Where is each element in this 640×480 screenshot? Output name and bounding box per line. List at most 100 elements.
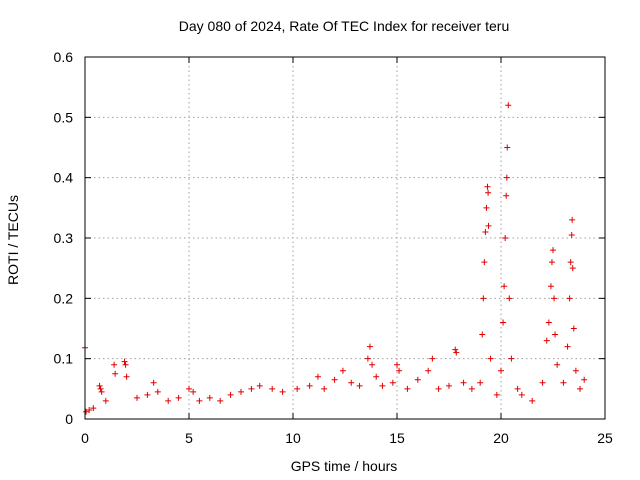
data-point (134, 394, 140, 401)
data-point (460, 379, 467, 386)
data-point (551, 295, 558, 302)
data-point (503, 174, 510, 181)
data-point (394, 361, 400, 368)
data-point (369, 361, 376, 368)
data-point (256, 382, 263, 389)
data-point (554, 361, 561, 368)
data-point (238, 388, 244, 395)
data-point (150, 379, 157, 386)
x-tick-label: 5 (185, 430, 193, 446)
data-point (483, 204, 490, 211)
data-point (86, 406, 93, 413)
data-point (144, 391, 151, 398)
y-tick-label: 0.5 (54, 109, 74, 125)
grid-lines (85, 57, 605, 419)
axis-ticks: 0 5 10 15 20 25 0 0.1 0.2 0.3 0.4 0.5 0.6 (54, 49, 613, 446)
y-tick-label: 0.3 (54, 230, 74, 246)
data-point (480, 295, 487, 302)
data-point (98, 388, 105, 395)
y-tick-label: 0.6 (54, 49, 74, 65)
x-tick-label: 0 (81, 430, 89, 446)
data-point (560, 379, 567, 386)
data-point (269, 385, 276, 392)
data-point (570, 325, 577, 332)
data-point (500, 319, 507, 326)
y-axis-title: ROTI / TECUs (5, 195, 21, 285)
data-point (493, 391, 500, 398)
y-tick-label: 0.2 (54, 290, 74, 306)
data-point (504, 144, 511, 151)
data-point (543, 337, 550, 344)
data-point (569, 216, 576, 223)
data-point (186, 385, 192, 392)
x-tick-label: 20 (493, 430, 509, 446)
x-axis-title: GPS time / hours (291, 458, 398, 474)
data-point (83, 408, 90, 415)
x-tick-label: 25 (597, 430, 613, 446)
data-point (154, 388, 161, 395)
data-point (452, 346, 459, 353)
data-point (279, 388, 286, 395)
data-point (572, 367, 579, 374)
x-tick-label: 10 (285, 430, 301, 446)
data-point (90, 405, 97, 412)
data-point (564, 343, 571, 350)
data-point (348, 379, 355, 386)
data-point (581, 376, 588, 383)
data-point (396, 367, 403, 374)
data-point (484, 183, 491, 190)
data-point (453, 349, 460, 356)
data-point (97, 385, 104, 392)
data-point (548, 259, 555, 266)
data-point (545, 319, 552, 326)
data-point (568, 231, 575, 238)
data-point (566, 295, 573, 302)
data-point (485, 222, 492, 229)
data-point (502, 235, 509, 241)
data-point (294, 385, 301, 392)
data-point (190, 388, 197, 395)
y-tick-label: 0.1 (54, 351, 74, 367)
data-point (506, 295, 513, 302)
data-point (550, 247, 556, 254)
data-point (121, 358, 128, 365)
data-point (331, 376, 338, 383)
data-point (217, 397, 224, 404)
data-point (306, 382, 313, 389)
data-point (175, 394, 182, 401)
data-point (364, 355, 371, 362)
data-point (366, 343, 373, 350)
chart-title: Day 080 of 2024, Rate Of TEC Index for r… (179, 18, 509, 34)
data-point (505, 102, 512, 109)
data-point (577, 385, 584, 392)
data-point (379, 382, 386, 389)
data-point (446, 382, 452, 389)
data-point (314, 373, 321, 380)
y-tick-label: 0 (65, 411, 73, 427)
data-point (569, 265, 576, 272)
data-point (547, 283, 554, 290)
data-point (485, 189, 492, 196)
data-point (111, 361, 118, 368)
data-point (429, 355, 436, 362)
data-point (508, 355, 515, 362)
data-point (518, 391, 525, 398)
data-point (227, 391, 234, 398)
data-point (389, 379, 396, 386)
data-point (479, 331, 486, 338)
data-point (123, 373, 130, 380)
x-tick-label: 15 (389, 430, 405, 446)
data-point (102, 397, 109, 404)
data-point (425, 367, 432, 374)
data-point (248, 385, 255, 392)
data-point (206, 394, 213, 401)
data-point (122, 361, 129, 368)
data-point (539, 379, 546, 386)
data-point (356, 382, 363, 389)
data-point (503, 192, 510, 199)
data-point (481, 259, 488, 266)
data-points (82, 102, 588, 415)
data-point (404, 385, 411, 392)
